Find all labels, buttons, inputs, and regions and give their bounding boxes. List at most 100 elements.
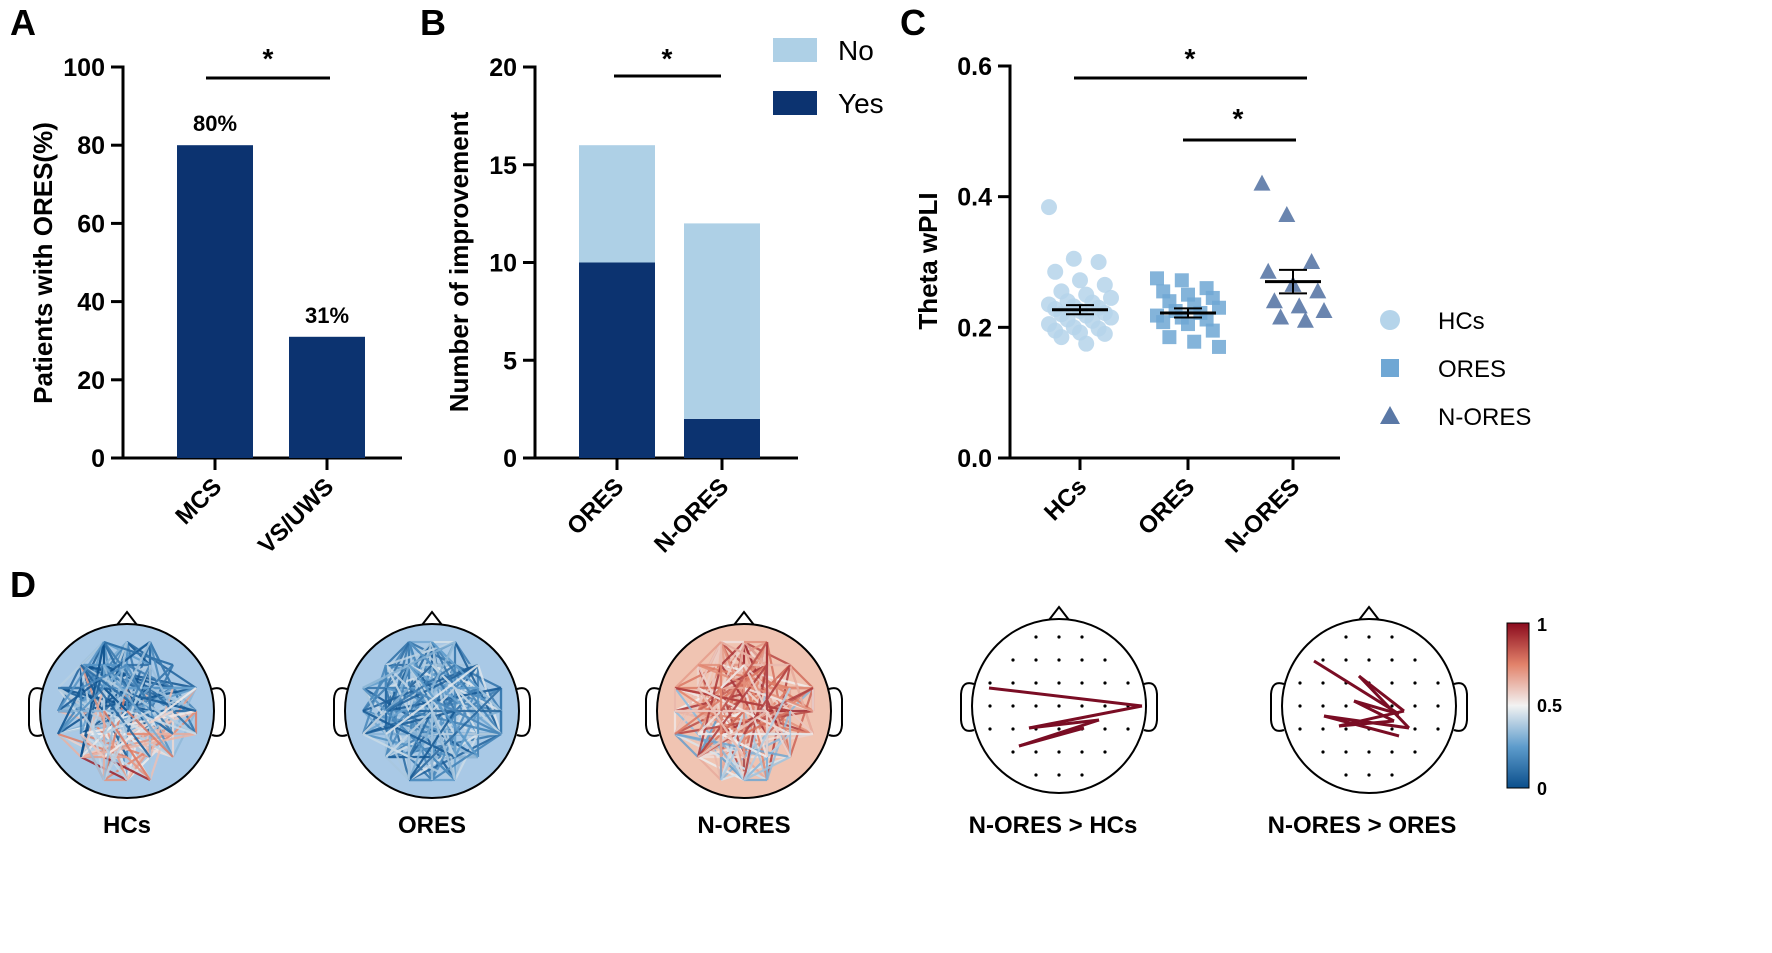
connectivity-edge	[57, 687, 82, 735]
connectivity-edge	[431, 641, 502, 735]
connectivity-edge	[80, 664, 151, 758]
point-hcs	[1047, 263, 1064, 280]
connectivity-edge	[362, 733, 410, 758]
connectivity-edge	[743, 756, 791, 781]
connectivity-edge	[57, 641, 105, 712]
x-tick-label: N-ORES	[649, 473, 734, 558]
connectivity-edge	[788, 664, 815, 735]
topomap-title-nores-vs-hcs: N-ORES > HCs	[969, 812, 1138, 839]
ear-left-icon	[1270, 682, 1285, 732]
point-n-ores	[1278, 205, 1296, 222]
connectivity-edge	[385, 756, 410, 781]
electrode	[1367, 635, 1371, 639]
panel-label-b: B	[420, 2, 446, 43]
point-ores	[1181, 317, 1195, 332]
x-tick-label: MCS	[170, 473, 227, 530]
point-ores	[1187, 334, 1202, 349]
ear-left-icon	[960, 682, 975, 732]
electrode	[1080, 681, 1084, 685]
significant-edge	[1323, 714, 1410, 730]
electrode	[1298, 727, 1302, 731]
significant-edge	[1357, 674, 1411, 730]
electrode	[1080, 773, 1084, 777]
electrode	[988, 727, 992, 731]
connectivity-edge	[149, 664, 174, 712]
x-tick-label: HCs	[1039, 473, 1092, 526]
panel-a-chart: Patients with ORES(%) * 0 20 40 60 80 100 MCS V…	[28, 43, 402, 559]
point-hcs	[1103, 289, 1119, 306]
electrode	[1103, 681, 1107, 685]
connectivity-edge	[720, 641, 745, 689]
electrode	[1436, 681, 1440, 685]
connectivity-edge	[720, 641, 745, 666]
point-ores	[1150, 271, 1164, 286]
significant-edge	[1313, 659, 1400, 716]
panel-c-significance-2: *	[1233, 103, 1244, 134]
connectivity-edge	[765, 687, 792, 758]
electrode	[1390, 658, 1394, 662]
point-hcs	[1072, 272, 1088, 289]
connectivity-edge	[720, 733, 745, 781]
connectivity-edge	[408, 664, 502, 735]
connectivity-edge	[102, 687, 129, 781]
y-tick-label: 40	[77, 289, 105, 317]
electrode	[1390, 773, 1394, 777]
panel-label-a: A	[10, 2, 36, 43]
point-hcs	[1041, 199, 1057, 216]
electrode	[1034, 658, 1038, 662]
point-ores	[1162, 330, 1177, 345]
connectivity-edge	[431, 664, 502, 735]
electrode	[1321, 658, 1325, 662]
panel-c-ylabel: Theta wPLI	[913, 192, 943, 329]
connectivity-edge	[80, 733, 105, 758]
bar-mcs	[177, 145, 253, 458]
y-tick-label: 100	[63, 54, 105, 82]
panel-c-chart: Theta wPLI * * HCs ORES N-ORES 0.0 0.2 0.4…	[913, 43, 1531, 558]
connectivity-edge	[385, 664, 456, 712]
connectivity-edge	[362, 709, 456, 736]
nose-icon	[733, 610, 755, 626]
electrode	[1390, 727, 1394, 731]
legend-marker-hcs	[1380, 310, 1400, 330]
electrode	[1344, 658, 1348, 662]
electrode	[1413, 727, 1417, 731]
ear-right-icon	[1143, 682, 1158, 732]
connectivity-edge	[431, 664, 456, 712]
legend-label-nores: N-ORES	[1438, 404, 1531, 431]
x-tick-label: ORES	[562, 473, 629, 540]
connectivity-edge	[126, 709, 197, 736]
panel-d-topomaps: HCs ORES N-ORES N-ORES > HCs N-ORES > OR…	[28, 605, 1562, 839]
nose-icon	[1358, 605, 1380, 621]
point-n-ores	[1253, 174, 1271, 191]
electrode	[1103, 658, 1107, 662]
connectivity-edge	[80, 664, 174, 735]
connectivity-edge	[103, 640, 174, 667]
bar-data-label: 31%	[305, 303, 349, 328]
electrode	[1436, 704, 1440, 708]
topomap-title-ores: ORES	[398, 812, 466, 839]
electrode	[1011, 681, 1015, 685]
y-tick-label: 80	[77, 132, 105, 160]
legend-label-yes: Yes	[838, 88, 884, 119]
ear-left-icon	[333, 687, 348, 737]
y-tick-label: 20	[489, 54, 517, 82]
connectivity-edge	[80, 664, 128, 689]
electrode	[1034, 681, 1038, 685]
legend-label-ores: ORES	[1438, 356, 1506, 383]
electrode	[1103, 704, 1107, 708]
electrode	[1367, 773, 1371, 777]
electrode	[1080, 658, 1084, 662]
connectivity-edge	[103, 687, 128, 712]
point-hcs	[1096, 276, 1113, 293]
connectivity-edge	[103, 710, 151, 781]
y-tick-label: 0.0	[957, 445, 992, 473]
connectivity-edge	[720, 664, 745, 689]
connectivity-edge	[697, 687, 745, 758]
connectivity-edge	[674, 733, 699, 758]
connectivity-edge	[408, 687, 502, 735]
point-ores	[1205, 323, 1220, 338]
connectivity-edge	[103, 641, 151, 735]
point-ores	[1212, 300, 1226, 315]
topomap-title-nores-vs-ores: N-ORES > ORES	[1268, 812, 1457, 839]
connectivity-edge	[742, 687, 769, 758]
